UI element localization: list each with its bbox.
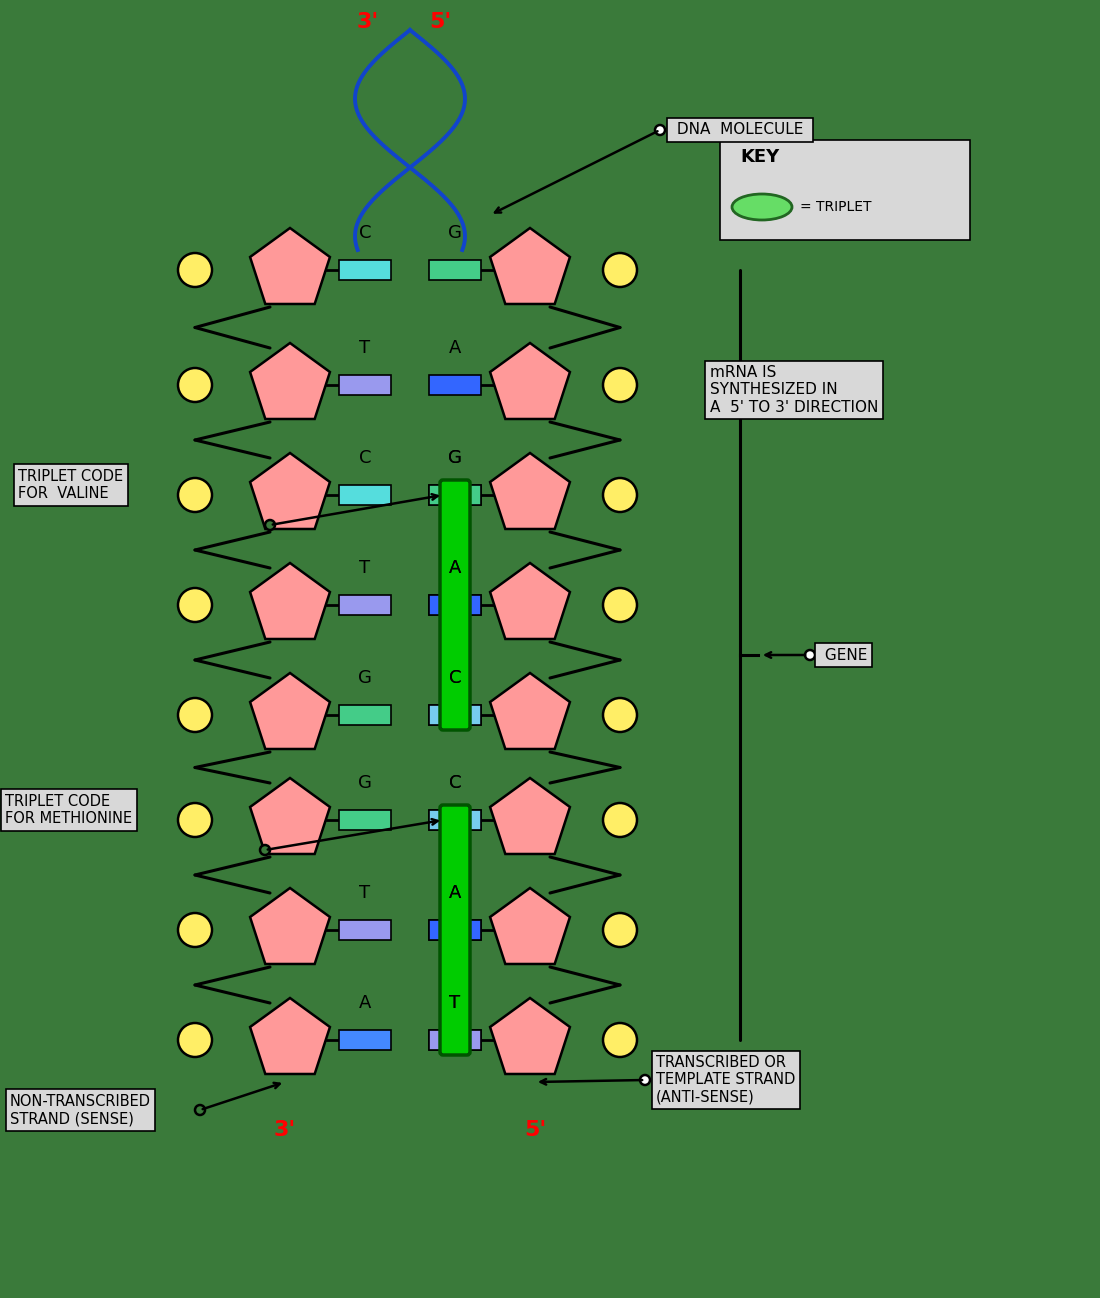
- FancyBboxPatch shape: [440, 805, 470, 1055]
- Text: 3': 3': [356, 12, 380, 32]
- Text: A: A: [449, 559, 461, 578]
- Circle shape: [603, 253, 637, 287]
- Circle shape: [178, 253, 212, 287]
- FancyBboxPatch shape: [440, 480, 470, 729]
- Circle shape: [265, 520, 275, 530]
- Bar: [339, 375, 390, 395]
- Circle shape: [178, 369, 212, 402]
- Text: G: G: [448, 225, 462, 241]
- Polygon shape: [250, 998, 330, 1073]
- Circle shape: [603, 803, 637, 837]
- Text: A: A: [449, 884, 461, 902]
- Text: A: A: [449, 884, 461, 902]
- Polygon shape: [491, 998, 570, 1073]
- Text: T: T: [360, 339, 371, 357]
- Bar: [429, 485, 481, 505]
- Circle shape: [603, 588, 637, 622]
- Bar: [339, 485, 390, 505]
- Bar: [429, 1031, 481, 1050]
- Polygon shape: [491, 672, 570, 749]
- Bar: [429, 594, 481, 615]
- Circle shape: [178, 478, 212, 511]
- Bar: [339, 920, 390, 940]
- Bar: [429, 810, 481, 829]
- Bar: [429, 705, 481, 726]
- Bar: [429, 705, 481, 726]
- Text: C: C: [359, 449, 372, 467]
- FancyBboxPatch shape: [720, 140, 970, 240]
- Text: GENE: GENE: [820, 648, 868, 662]
- Circle shape: [805, 650, 815, 659]
- Circle shape: [178, 588, 212, 622]
- Text: TRANSCRIBED OR
TEMPLATE STRAND
(ANTI-SENSE): TRANSCRIBED OR TEMPLATE STRAND (ANTI-SEN…: [656, 1055, 795, 1105]
- Bar: [429, 920, 481, 940]
- Bar: [339, 594, 390, 615]
- Polygon shape: [491, 343, 570, 419]
- Text: 5': 5': [429, 12, 451, 32]
- Circle shape: [603, 478, 637, 511]
- Polygon shape: [491, 453, 570, 530]
- Text: C: C: [449, 668, 461, 687]
- Text: G: G: [448, 449, 462, 467]
- Polygon shape: [491, 888, 570, 964]
- Polygon shape: [250, 888, 330, 964]
- Text: T: T: [450, 994, 461, 1012]
- Polygon shape: [491, 563, 570, 639]
- Circle shape: [178, 912, 212, 948]
- Circle shape: [603, 369, 637, 402]
- Ellipse shape: [732, 193, 792, 219]
- Text: A: A: [359, 994, 371, 1012]
- Circle shape: [654, 125, 666, 135]
- Text: G: G: [448, 449, 462, 467]
- Circle shape: [603, 912, 637, 948]
- Text: T: T: [360, 559, 371, 578]
- Circle shape: [603, 698, 637, 732]
- Bar: [339, 705, 390, 726]
- Text: A: A: [449, 559, 461, 578]
- Circle shape: [260, 845, 270, 855]
- Bar: [339, 1031, 390, 1050]
- Polygon shape: [250, 672, 330, 749]
- Polygon shape: [250, 778, 330, 854]
- Text: TRIPLET CODE
FOR  VALINE: TRIPLET CODE FOR VALINE: [18, 469, 123, 501]
- Bar: [339, 810, 390, 829]
- Text: NON-TRANSCRIBED
STRAND (SENSE): NON-TRANSCRIBED STRAND (SENSE): [10, 1094, 151, 1127]
- Text: A: A: [449, 339, 461, 357]
- Text: TRIPLET CODE
FOR METHIONINE: TRIPLET CODE FOR METHIONINE: [6, 794, 132, 827]
- Polygon shape: [250, 453, 330, 530]
- Polygon shape: [250, 343, 330, 419]
- Text: C: C: [449, 774, 461, 792]
- Text: = TRIPLET: = TRIPLET: [800, 200, 871, 214]
- Text: G: G: [359, 774, 372, 792]
- Bar: [429, 260, 481, 280]
- Text: C: C: [449, 668, 461, 687]
- Text: C: C: [359, 225, 372, 241]
- Polygon shape: [491, 228, 570, 304]
- Bar: [429, 485, 481, 505]
- Circle shape: [178, 698, 212, 732]
- Polygon shape: [250, 228, 330, 304]
- Polygon shape: [250, 563, 330, 639]
- Text: C: C: [449, 774, 461, 792]
- Text: 5': 5': [524, 1120, 546, 1140]
- Text: T: T: [360, 884, 371, 902]
- Text: T: T: [450, 994, 461, 1012]
- Bar: [429, 594, 481, 615]
- Bar: [429, 810, 481, 829]
- Text: KEY: KEY: [740, 148, 779, 166]
- Bar: [429, 920, 481, 940]
- Text: mRNA IS
SYNTHESIZED IN
A  5' TO 3' DIRECTION: mRNA IS SYNTHESIZED IN A 5' TO 3' DIRECT…: [710, 365, 879, 415]
- Circle shape: [640, 1075, 650, 1085]
- Text: 3': 3': [274, 1120, 296, 1140]
- Circle shape: [195, 1105, 205, 1115]
- Text: G: G: [359, 668, 372, 687]
- Polygon shape: [491, 778, 570, 854]
- Bar: [429, 1031, 481, 1050]
- Circle shape: [603, 1023, 637, 1057]
- Circle shape: [178, 803, 212, 837]
- Circle shape: [178, 1023, 212, 1057]
- Text: DNA  MOLECULE: DNA MOLECULE: [672, 122, 808, 138]
- Bar: [429, 375, 481, 395]
- Bar: [339, 260, 390, 280]
